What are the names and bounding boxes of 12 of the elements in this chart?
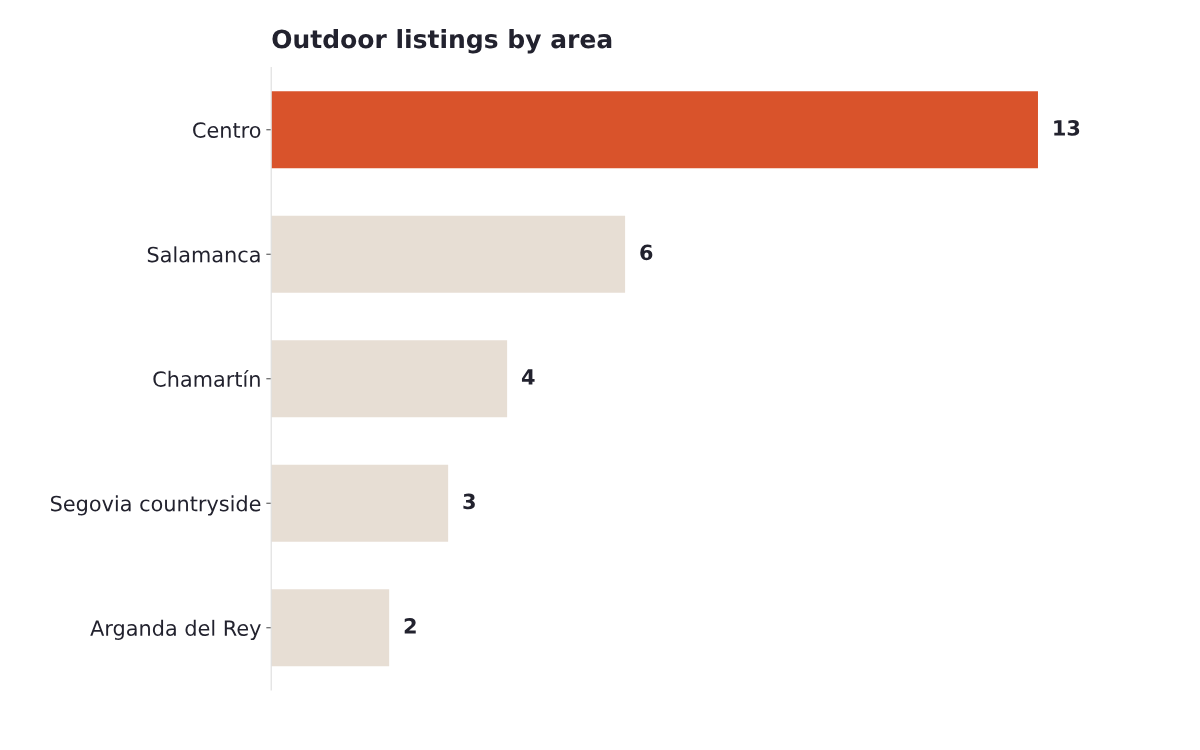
data-label: 4 [521,369,535,385]
data-label: 3 [463,493,475,510]
bar [271,91,1038,169]
y-tick-label: Chamartín [153,370,260,387]
data-label: 13 [1054,120,1080,136]
data-label: 2 [404,618,416,634]
y-tick-label: Centro [193,122,261,138]
data-label: 6 [640,244,653,261]
y-tick-label: Arganda del Rey [90,619,261,640]
chart-title: Outdoor listings by area [272,29,612,54]
y-tick-label: Salamanca [147,246,260,263]
y-tick-label: Segovia countryside [50,495,261,516]
